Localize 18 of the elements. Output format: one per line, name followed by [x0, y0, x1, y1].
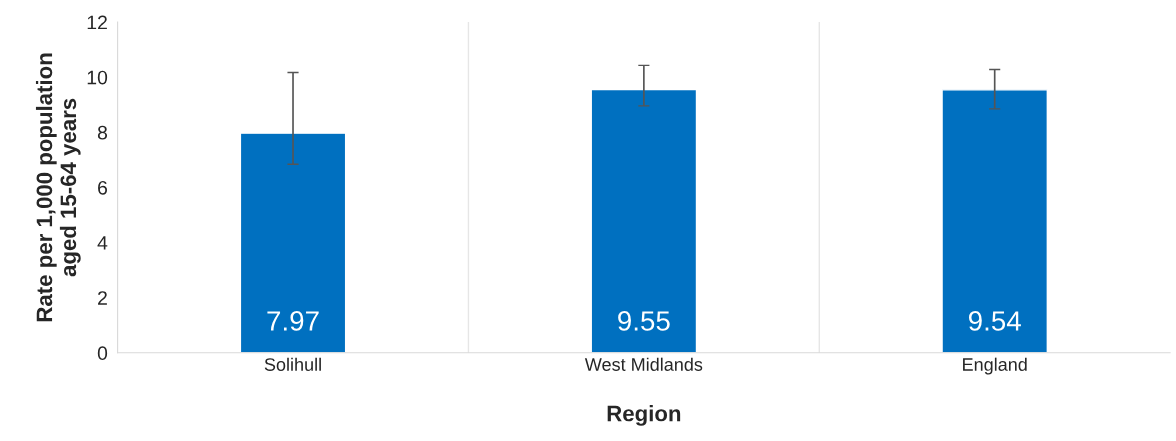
bar: [941, 89, 1049, 353]
y-tick-label: 10: [87, 70, 108, 85]
y-tick-label: 2: [98, 291, 107, 305]
data-label: 9.54: [968, 311, 1021, 331]
x-tick-label: West Midlands: [584, 357, 703, 371]
x-axis-title: Region: [607, 405, 681, 426]
bar: [590, 88, 698, 353]
x-tick-label: Solihull: [264, 357, 321, 371]
y-tick-label: 0: [97, 346, 108, 361]
data-label: 7.97: [267, 311, 319, 331]
y-tick-label: 6: [98, 180, 108, 195]
y-tick-label: 4: [97, 236, 108, 250]
bar: [239, 132, 347, 353]
y-axis-title: Rate per 1,000 population aged 15-64 years: [35, 53, 81, 322]
y-tick-label: 12: [87, 15, 107, 30]
y-tick-label: 8: [97, 125, 108, 140]
x-tick-label: England: [963, 357, 1027, 375]
data-label: 9.55: [618, 311, 670, 331]
